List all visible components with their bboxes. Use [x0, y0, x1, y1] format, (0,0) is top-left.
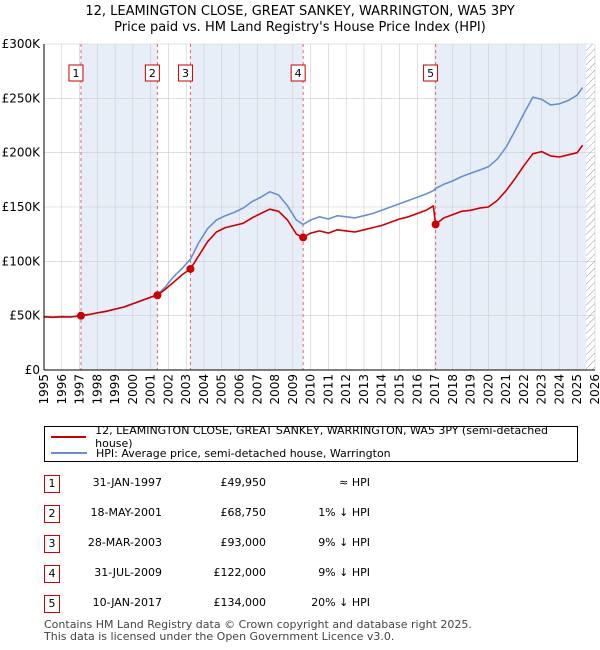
y-tick-label: £300K	[2, 37, 42, 51]
chart-title-line2: Price paid vs. HM Land Registry's House …	[114, 20, 486, 35]
legend-item-hpi: HPI: Average price, semi-detached house,…	[51, 445, 391, 461]
sale-point	[153, 291, 162, 300]
x-tick-label: 2023	[535, 374, 549, 405]
x-tick-label: 2008	[268, 374, 282, 405]
sale-label-text: 5	[427, 67, 434, 80]
legend-swatch-price	[51, 436, 87, 438]
x-tick-label: 2022	[517, 374, 531, 405]
sale-price: £122,000	[213, 566, 267, 579]
y-tick-label: £50K	[9, 309, 41, 323]
x-tick-label: 2012	[339, 374, 353, 405]
x-tick-label: 2024	[552, 374, 566, 405]
x-tick-label: 2009	[286, 374, 300, 405]
x-tick-label: 2007	[250, 374, 264, 405]
price-paid-line	[43, 144, 584, 319]
footer-line1: Contains HM Land Registry data © Crown c…	[44, 618, 472, 631]
x-tick-label: 2013	[357, 374, 371, 405]
footer-credits: Contains HM Land Registry data © Crown c…	[44, 619, 472, 643]
sale-price: £68,750	[220, 506, 267, 519]
projection-hatch	[586, 44, 595, 370]
x-tick-label: 2001	[144, 374, 158, 405]
x-tick-label: 2020	[481, 374, 495, 405]
sale-label-text: 3	[182, 67, 189, 80]
y-tick-label: £100K	[2, 254, 42, 268]
chart-title-line1: 12, LEAMINGTON CLOSE, GREAT SANKEY, WARR…	[85, 4, 515, 19]
x-tick-label: 2010	[304, 374, 318, 405]
footer-line2: This data is licensed under the Open Gov…	[44, 630, 395, 643]
x-tick-label: 2006	[233, 374, 247, 405]
y-tick-label: £0	[25, 363, 40, 377]
x-tick-label: 2016	[410, 374, 424, 405]
sale-date: 28-MAR-2003	[87, 536, 162, 549]
x-tick-label: 1997	[73, 374, 87, 405]
x-tick-label: 2019	[464, 374, 478, 405]
x-tick-label: 1998	[90, 374, 104, 405]
sale-label-box	[423, 64, 439, 82]
x-tick-label: 2000	[126, 374, 140, 405]
sale-number-badge: 5	[44, 595, 60, 613]
sale-label-box	[68, 64, 84, 82]
x-tick-label: 2026	[588, 374, 600, 405]
x-tick-label: 2011	[321, 374, 335, 405]
y-tick-label: £250K	[2, 91, 42, 105]
sale-date: 18-MAY-2001	[90, 506, 162, 519]
sale-hpi-compare: ≈ HPI	[339, 476, 370, 489]
y-tick-label: £150K	[2, 200, 42, 214]
legend-label-price: 12, LEAMINGTON CLOSE, GREAT SANKEY, WARR…	[95, 424, 549, 450]
y-tick-label: £200K	[2, 146, 42, 160]
sale-label-box	[144, 64, 160, 82]
sale-row: 5 10-JAN-2017 £134,000 20% ↓ HPI	[0, 590, 600, 620]
sale-price: £93,000	[220, 536, 267, 549]
x-tick-label: 2003	[179, 374, 193, 405]
sale-point	[299, 233, 308, 242]
sale-hpi-compare: 1% ↓ HPI	[318, 506, 370, 519]
sale-label-text: 2	[149, 67, 156, 80]
sale-number-badge: 1	[44, 475, 60, 493]
x-tick-label: 2021	[499, 374, 513, 405]
sale-date: 31-JAN-1997	[92, 476, 162, 489]
x-tick-label: 2002	[161, 374, 175, 405]
x-tick-label: 2017	[428, 374, 442, 405]
sale-number-badge: 4	[44, 565, 60, 583]
x-tick-label: 2018	[446, 374, 460, 405]
sale-label-box	[290, 64, 306, 82]
x-tick-label: 1996	[55, 374, 69, 405]
sale-price: £134,000	[213, 596, 267, 609]
x-tick-label: 2004	[197, 374, 211, 405]
chart-legend: 12, LEAMINGTON CLOSE, GREAT SANKEY, WARR…	[44, 424, 578, 462]
x-tick-label: 2005	[215, 374, 229, 405]
sale-hpi-compare: 20% ↓ HPI	[311, 596, 370, 609]
sale-point	[76, 311, 85, 320]
sale-label-text: 1	[72, 67, 79, 80]
price-chart: 1 2 3 4 5 £0 £50K £100K £150K £200K £250K £300K 199…	[2, 37, 600, 405]
sale-row: 4 31-JUL-2009 £122,000 9% ↓ HPI	[0, 560, 600, 590]
sale-label-text: 4	[295, 67, 302, 80]
x-tick-label: 1999	[108, 374, 122, 405]
sale-row: 3 28-MAR-2003 £93,000 9% ↓ HPI	[0, 530, 600, 560]
sale-number-badge: 2	[44, 505, 60, 523]
sale-price: £49,950	[220, 476, 267, 489]
legend-label-hpi: HPI: Average price, semi-detached house,…	[96, 446, 391, 460]
legend-swatch-hpi	[51, 452, 87, 454]
legend-item-price: 12, LEAMINGTON CLOSE, GREAT SANKEY, WARR…	[51, 424, 577, 450]
x-tick-label: 2014	[375, 374, 389, 405]
sale-hpi-compare: 9% ↓ HPI	[318, 536, 370, 549]
x-tick-label: 1995	[37, 374, 51, 405]
sale-point	[186, 264, 195, 273]
sale-row: 2 18-MAY-2001 £68,750 1% ↓ HPI	[0, 500, 600, 530]
sale-number-badge: 3	[44, 535, 60, 553]
sale-hpi-compare: 9% ↓ HPI	[318, 566, 370, 579]
x-tick-label: 2015	[392, 374, 406, 405]
sale-point	[431, 220, 440, 229]
x-tick-label: 2025	[570, 374, 584, 405]
sale-date: 31-JUL-2009	[94, 566, 162, 579]
sale-row: 1 31-JAN-1997 £49,950 ≈ HPI	[0, 470, 600, 500]
sale-date: 10-JAN-2017	[92, 596, 162, 609]
sale-label-box	[177, 64, 193, 82]
